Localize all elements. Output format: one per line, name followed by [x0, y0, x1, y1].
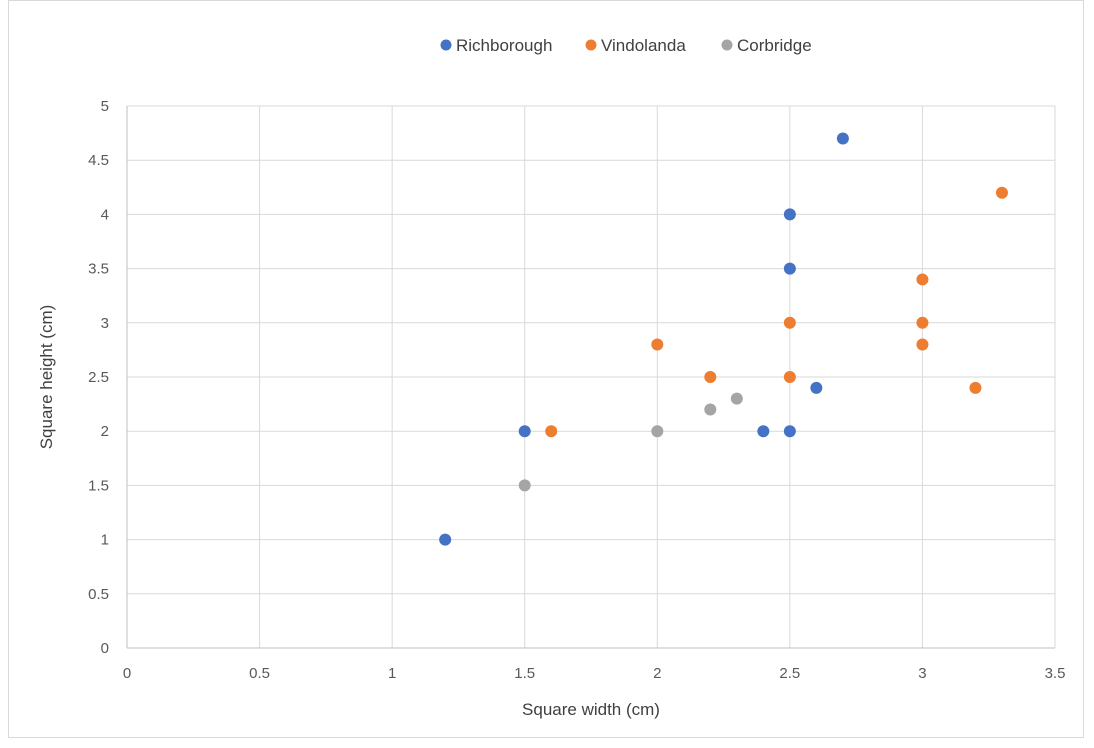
legend-label-richborough: Richborough — [456, 36, 552, 55]
point-vindolanda-2 — [704, 371, 717, 383]
x-tick-label: 1.5 — [514, 665, 535, 682]
gridlines — [127, 105, 1056, 648]
legend-marker-corbridge — [721, 39, 733, 51]
x-axis-title: Square width (cm) — [522, 700, 660, 719]
x-tick-label: 2.5 — [779, 665, 800, 682]
legend-label-vindolanda: Vindolanda — [601, 36, 686, 55]
y-tick-label: 3 — [101, 315, 109, 332]
point-corbridge-0 — [518, 479, 531, 492]
y-tick-label: 1 — [101, 532, 109, 549]
point-vindolanda-3 — [783, 371, 796, 383]
y-tick-label: 1.5 — [88, 477, 109, 494]
point-richborough-3 — [783, 425, 796, 438]
point-vindolanda-6 — [916, 316, 929, 329]
point-vindolanda-8 — [969, 381, 982, 394]
point-corbridge-3 — [730, 392, 743, 405]
point-richborough-2 — [757, 425, 770, 438]
point-vindolanda-1 — [651, 338, 664, 351]
point-vindolanda-7 — [916, 273, 929, 286]
point-richborough-4 — [810, 381, 823, 394]
x-tick-label: 0 — [123, 665, 131, 682]
y-tick-label: 0 — [101, 640, 109, 657]
point-corbridge-2 — [704, 403, 717, 416]
legend-marker-vindolanda — [585, 39, 597, 51]
x-tick-label: 3 — [918, 665, 926, 682]
axes — [126, 106, 1055, 649]
data-points — [439, 132, 1008, 546]
x-tick-label: 0.5 — [249, 665, 270, 682]
point-vindolanda-0 — [545, 425, 558, 438]
y-tick-label: 2 — [101, 423, 109, 440]
y-tick-label: 4 — [101, 206, 109, 223]
x-tick-label: 2 — [653, 665, 661, 682]
point-vindolanda-9 — [995, 186, 1008, 199]
point-richborough-0 — [439, 533, 452, 546]
x-tick-labels: 0 0.5 1 1.5 2 2.5 3 3.5 — [123, 665, 1066, 682]
y-tick-label: 3.5 — [88, 261, 109, 278]
y-tick-label: 2.5 — [88, 369, 109, 386]
y-tick-labels: 0 0.5 1 1.5 2 2.5 3 3.5 4 4.5 5 — [88, 98, 109, 657]
y-tick-label: 4.5 — [88, 152, 109, 169]
x-tick-label: 3.5 — [1045, 665, 1066, 682]
legend-marker-richborough — [440, 39, 452, 51]
point-vindolanda-4 — [783, 316, 796, 329]
point-richborough-1 — [518, 425, 531, 438]
point-richborough-6 — [783, 208, 796, 221]
point-corbridge-1 — [651, 425, 664, 438]
point-richborough-7 — [836, 132, 849, 145]
point-vindolanda-5 — [916, 338, 929, 351]
point-richborough-5 — [783, 262, 796, 275]
chart-frame — [8, 0, 1084, 738]
legend-label-corbridge: Corbridge — [737, 36, 812, 55]
y-axis-title: Square height (cm) — [37, 305, 56, 450]
x-tick-label: 1 — [388, 665, 396, 682]
y-tick-label: 5 — [101, 98, 109, 115]
y-tick-label: 0.5 — [88, 586, 109, 603]
legend: Richborough Vindolanda Corbridge — [440, 36, 812, 55]
